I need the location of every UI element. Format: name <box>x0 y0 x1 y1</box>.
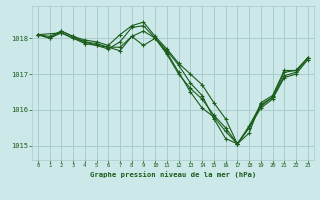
X-axis label: Graphe pression niveau de la mer (hPa): Graphe pression niveau de la mer (hPa) <box>90 171 256 178</box>
